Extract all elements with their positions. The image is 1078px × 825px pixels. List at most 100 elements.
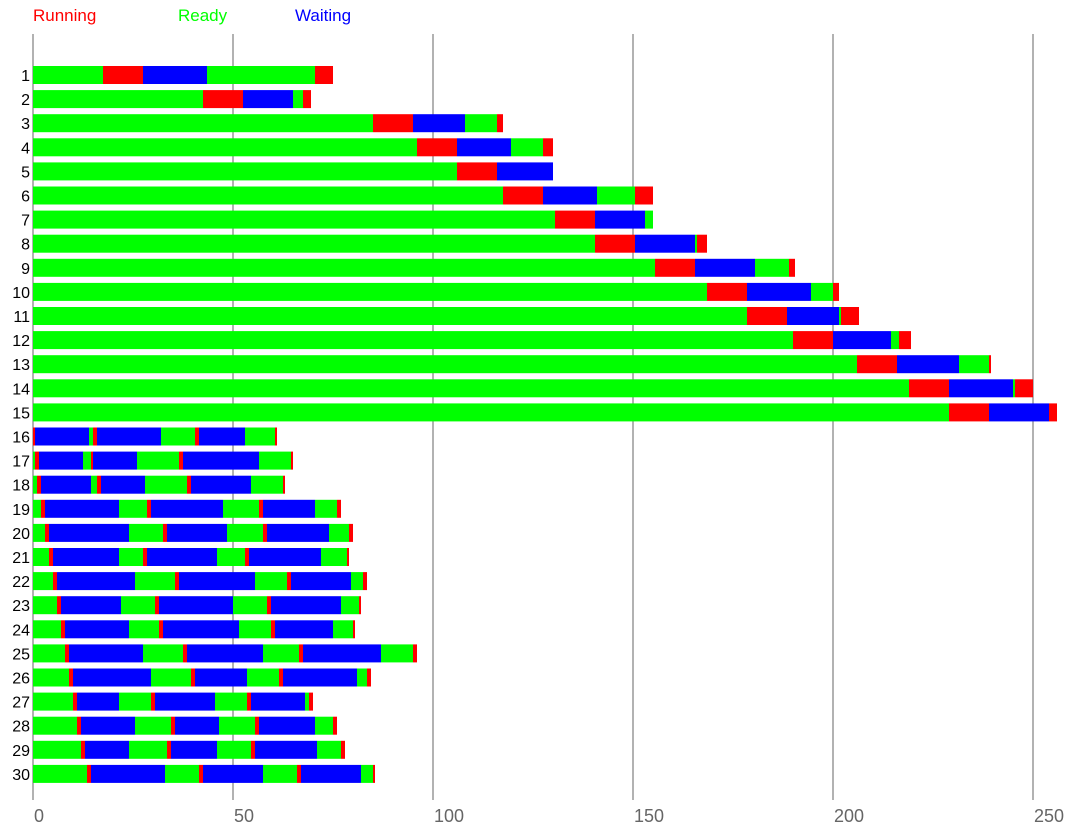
row-label-22: 22 [12,574,30,591]
bar-segment-29-2 [81,740,85,759]
bar-segment-29-3 [85,740,129,759]
row-label-13: 13 [12,357,30,374]
bar-segment-27-11 [309,692,313,711]
bar-segment-18-1 [33,475,37,494]
bar-segment-22-4 [135,572,175,591]
bar-segment-30-11 [373,764,375,783]
bar-segment-22-11 [363,572,367,591]
bar-segment-28-1 [33,716,77,735]
x-tick-label-250: 250 [1034,806,1064,825]
bar-segment-24-4 [129,620,159,639]
bar-segment-18-3 [41,475,91,494]
row-label-15: 15 [12,405,30,422]
row-label-8: 8 [21,237,30,254]
bar-segment-26-3 [73,668,151,687]
bar-segment-20-5 [163,523,167,542]
bar-segment-29-8 [251,740,255,759]
bar-segment-18-7 [145,475,187,494]
bar-segment-24-8 [271,620,275,639]
bar-segment-19-7 [223,499,259,518]
bar-segment-29-5 [167,740,171,759]
bar-segment-24-5 [159,620,163,639]
bar-segment-21-10 [321,548,347,566]
bar-segment-21-8 [245,548,249,566]
bar-segment-2-1 [33,90,203,109]
bar-segment-12-4 [891,331,899,350]
row-label-30: 30 [12,767,30,784]
bar-segment-5-3 [497,162,553,181]
bar-segment-16-3 [89,427,93,446]
row-label-28: 28 [12,719,30,736]
bar-segment-12-2 [793,331,833,350]
bar-segment-26-1 [33,668,69,687]
bar-segment-23-11 [359,596,361,615]
bar-segment-3-2 [373,114,413,133]
bar-segment-16-1 [33,427,35,446]
bar-segment-29-10 [317,740,341,759]
row-label-9: 9 [21,261,30,278]
row-label-27: 27 [12,695,30,712]
bar-segment-9-3 [695,258,755,277]
bar-segment-25-9 [303,644,381,663]
bar-segment-7-2 [555,210,595,229]
bar-segment-27-7 [215,692,247,711]
bar-segment-27-1 [33,692,73,711]
legend-waiting: Waiting [295,6,352,25]
row-label-24: 24 [12,622,30,639]
bar-segment-17-7 [137,451,179,470]
x-tick-label-150: 150 [634,806,664,825]
bar-segment-20-11 [349,523,353,542]
bar-segment-12-1 [33,331,793,350]
bar-segment-18-4 [91,475,97,494]
bar-segment-22-1 [33,572,53,591]
bar-segment-30-6 [203,764,263,783]
bar-segment-14-1 [33,379,909,398]
bar-segment-23-3 [61,596,121,615]
bar-segment-17-8 [179,451,183,470]
bar-segment-26-8 [279,668,283,687]
bar-segment-19-10 [315,499,337,518]
bar-segment-1-4 [207,66,315,84]
bar-segment-19-5 [147,499,151,518]
bar-segment-4-5 [543,138,553,157]
bar-segment-23-1 [33,596,57,615]
bar-segment-13-5 [989,355,991,374]
row-label-29: 29 [12,743,30,760]
bar-segment-18-5 [97,475,101,494]
row-label-18: 18 [12,478,30,495]
bar-segment-4-4 [511,138,543,157]
bar-segment-28-9 [259,716,315,735]
bar-segment-26-7 [247,668,279,687]
bar-segment-1-2 [103,66,143,84]
bar-segment-24-6 [163,620,239,639]
bar-segment-4-3 [457,138,511,157]
bar-segment-17-9 [183,451,259,470]
bar-segment-5-1 [33,162,457,181]
bar-segment-20-1 [33,523,45,542]
bar-segment-21-11 [347,548,349,566]
bar-segment-17-2 [35,451,39,470]
row-label-7: 7 [21,213,30,230]
bar-segment-17-3 [39,451,83,470]
bar-segment-8-3 [635,234,695,253]
bar-segment-19-2 [41,499,45,518]
bar-segment-7-4 [645,210,653,229]
bar-segment-11-5 [841,307,859,325]
row-label-2: 2 [21,92,30,109]
row-label-14: 14 [12,381,30,398]
bar-segment-8-1 [33,234,595,253]
bar-segment-10-5 [833,282,839,301]
row-label-12: 12 [12,333,30,350]
row-label-16: 16 [12,430,30,447]
bar-segment-1-5 [315,66,333,84]
bar-segment-6-1 [33,186,503,205]
bar-segment-24-3 [65,620,129,639]
bar-segment-5-2 [457,162,497,181]
bar-segment-15-2 [949,403,989,422]
bar-segment-25-8 [299,644,303,663]
bar-segment-7-1 [33,210,555,229]
bar-segment-29-9 [255,740,317,759]
bar-segment-28-8 [255,716,259,735]
bar-segment-30-1 [33,764,87,783]
bar-segment-22-7 [255,572,287,591]
